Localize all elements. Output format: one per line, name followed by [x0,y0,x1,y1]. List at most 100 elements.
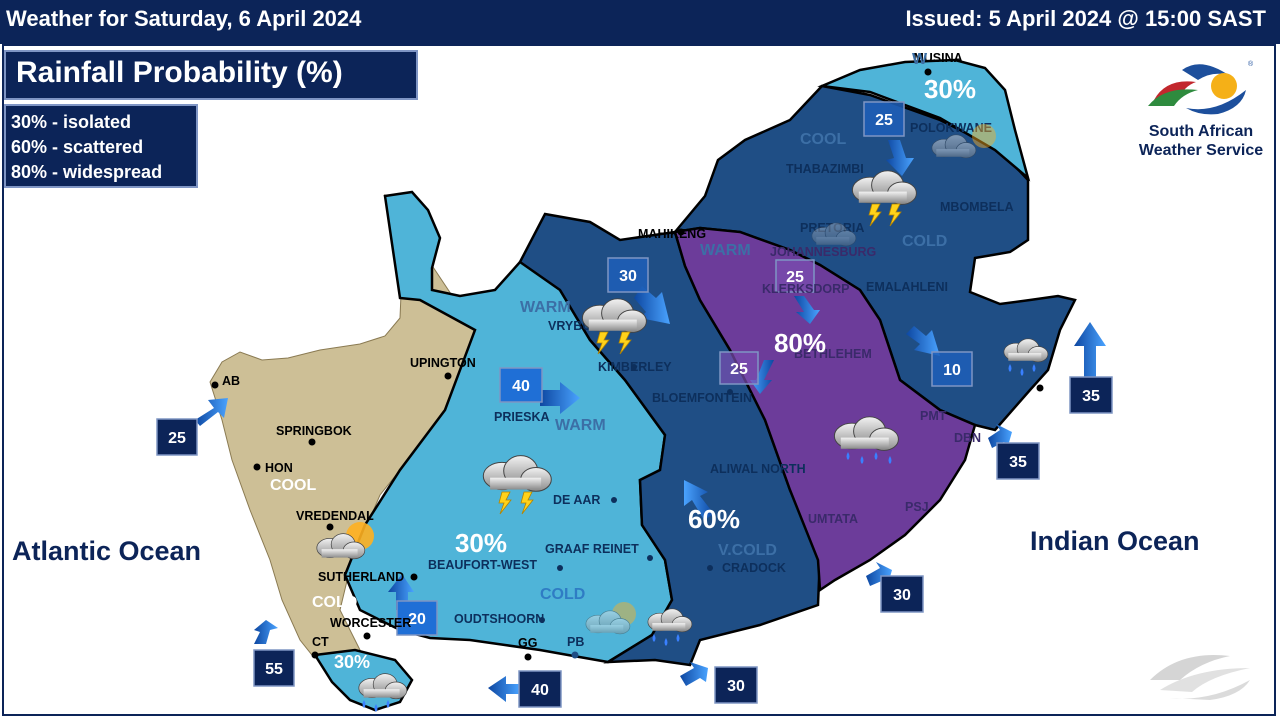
wind-box: 35 [1069,376,1113,414]
town-label: EMALAHLENI [866,280,948,294]
svg-text:10: 10 [943,362,961,379]
svg-text:30%: 30% [334,652,370,672]
town-marker: SPRINGBOK [276,424,352,446]
svg-text:WARM: WARM [700,242,751,259]
svg-text:30%: 30% [924,74,976,104]
svg-text:80%: 80% [774,328,826,358]
wind-box: 30 [880,575,924,613]
logo-name-line1: South African [1148,123,1254,140]
wind-box: 25 [156,418,198,456]
town-label: PSJ [905,500,929,514]
town-label: UMTATA [808,512,858,526]
probability-legend: 30% - isolated 60% - scattered 80% - wid… [4,104,198,188]
town-label: BEAUFORT-WEST [428,558,537,572]
town-label: POLOKWANE [910,121,992,135]
wind-box: 10 [931,351,973,387]
svg-text:60%: 60% [688,504,740,534]
town-dot [631,364,637,370]
wind-box: 30 [714,666,758,704]
town-label: DE AAR [553,493,600,507]
issued-timestamp: Issued: 5 April 2024 @ 15:00 SAST [905,6,1266,31]
town-label: BETHLEHEM [794,347,872,361]
saws-logo-icon: ® [1148,60,1254,115]
svg-text:MAHIKENG: MAHIKENG [638,227,706,241]
svg-text:PB: PB [567,635,584,649]
svg-text:35: 35 [1082,388,1100,405]
probability-labels: 30% 30% 60% 80% 30% [334,74,976,672]
svg-text:30: 30 [893,587,911,604]
wind-box: 25 [719,351,759,385]
town-label: GRAAF REINET [545,542,639,556]
town-label: KLERKSDORP [762,282,850,296]
saws-logo: ® South African Weather Service [1126,56,1276,166]
wind-box: 55 [253,649,295,687]
town-label: CRADOCK [722,561,786,575]
indian-ocean-label: Indian Ocean [1030,526,1200,556]
svg-text:35: 35 [1009,454,1027,471]
svg-text:GG: GG [518,636,537,650]
wind-box: 25 [775,259,815,293]
svg-text:CT: CT [312,635,329,649]
svg-text:30%: 30% [455,528,507,558]
svg-text:40: 40 [512,378,530,395]
wind-box: 30 [607,257,649,293]
town-label: MBOMBELA [940,200,1014,214]
town-marker: VREDENDAL [296,509,374,531]
logo-name-line2: Weather Service [1138,142,1264,159]
svg-text:COLD: COLD [540,586,585,603]
svg-text:SPRINGBOK: SPRINGBOK [276,424,352,438]
town-marker: UPINGTON [410,356,476,380]
town-marker: AB [211,374,240,389]
legend-item: 30% - isolated [11,112,132,132]
town-dot [707,565,713,571]
svg-text:40: 40 [531,682,549,699]
wind-box: 20 [396,600,438,636]
svg-text:55: 55 [265,661,283,678]
wind-box: 40 [518,670,562,708]
town-dot [1036,384,1044,392]
svg-text:SUTHERLAND: SUTHERLAND [318,570,404,584]
svg-text:30: 30 [619,268,637,285]
svg-text:VREDENDAL: VREDENDAL [296,509,374,523]
town-dot [557,565,563,571]
svg-text:20: 20 [408,611,426,628]
town-dot [647,555,653,561]
svg-text:25: 25 [730,361,748,378]
svg-text:COLD: COLD [902,233,947,250]
town-label: ALIWAL NORTH [710,462,806,476]
town-marker: SUTHERLAND [318,570,418,584]
svg-text:MUSINA: MUSINA [913,51,962,65]
panel-title: Rainfall Probability (%) [4,50,418,100]
svg-text:WARM: WARM [555,417,606,434]
svg-text:WORCESTER: WORCESTER [330,616,411,630]
svg-text:V.COLD: V.COLD [718,542,777,559]
zone-limpopo [817,58,1031,182]
partly-cloudy-icon [585,602,636,635]
town-label: OUDTSHOORN [454,612,544,626]
town-marker: HON [253,461,293,475]
town-label: BLOEMFONTEIN [652,391,752,405]
forecast-day-title: Weather for Saturday, 6 April 2024 [6,6,362,31]
svg-text:25: 25 [875,112,893,129]
svg-text:AB: AB [222,374,240,388]
watermark-logo [1150,655,1250,700]
town-label: PRIESKA [494,410,550,424]
town-marker: CT [311,635,329,659]
svg-text:UPINGTON: UPINGTON [410,356,476,370]
wind-boxes: 25 55 20 40 30 30 35 35 40 30 25 25 25 1… [156,101,1113,708]
town-dot [727,389,733,395]
svg-text:25: 25 [168,430,186,447]
town-marker: PB [567,635,584,659]
partly-cloudy-icon [931,124,996,159]
town-label: THABAZIMBI [786,162,864,176]
svg-text:COOL: COOL [800,131,846,148]
town-marker: MUSINA [913,51,963,76]
town-marker: GG [518,636,537,661]
town-marker: WORCESTER [330,616,411,640]
svg-text:25: 25 [786,269,804,286]
svg-text:COOL: COOL [270,477,316,494]
legend-item: 80% - widespread [11,162,163,182]
town-label: PMT [920,409,947,423]
town-label: JOHANNESBURG [770,245,876,259]
svg-text:WARM: WARM [520,299,571,316]
